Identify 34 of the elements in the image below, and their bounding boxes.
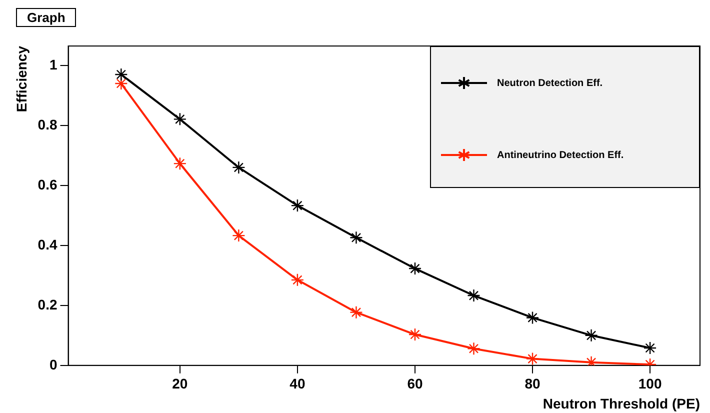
x-tick-label: 20 bbox=[172, 376, 188, 392]
y-tick-label: 0.4 bbox=[38, 236, 58, 252]
point bbox=[350, 231, 363, 244]
point bbox=[350, 306, 363, 319]
x-axis-title: Neutron Threshold (PE) bbox=[542, 395, 700, 412]
point bbox=[232, 228, 246, 242]
point bbox=[643, 341, 657, 355]
point bbox=[173, 156, 187, 170]
point bbox=[114, 76, 128, 90]
point bbox=[173, 112, 187, 126]
legend-label: Antineutrino Detection Eff. bbox=[497, 150, 624, 160]
y-tick-label: 0.8 bbox=[38, 116, 58, 132]
point bbox=[526, 352, 540, 366]
point bbox=[467, 288, 480, 302]
point bbox=[526, 311, 540, 324]
point bbox=[290, 198, 304, 212]
point bbox=[408, 328, 422, 342]
y-axis-title: Efficiency bbox=[13, 46, 30, 112]
point bbox=[290, 273, 304, 287]
point bbox=[584, 328, 598, 342]
legend-label: Neutron Detection Eff. bbox=[497, 78, 603, 88]
point bbox=[408, 262, 422, 276]
y-tick-label: 1 bbox=[49, 56, 58, 72]
x-tick-label: 40 bbox=[290, 376, 306, 392]
y-tick-label: 0.6 bbox=[38, 176, 58, 192]
x-tick-label: 100 bbox=[638, 376, 662, 392]
point bbox=[114, 68, 128, 82]
x-tick-label: 80 bbox=[524, 376, 541, 392]
y-tick-label: 0 bbox=[49, 356, 58, 372]
point bbox=[467, 342, 480, 356]
chart-title: Graph bbox=[16, 8, 76, 27]
y-tick-label: 0.2 bbox=[38, 296, 58, 312]
x-tick-label: 60 bbox=[407, 376, 423, 392]
point bbox=[232, 160, 246, 174]
